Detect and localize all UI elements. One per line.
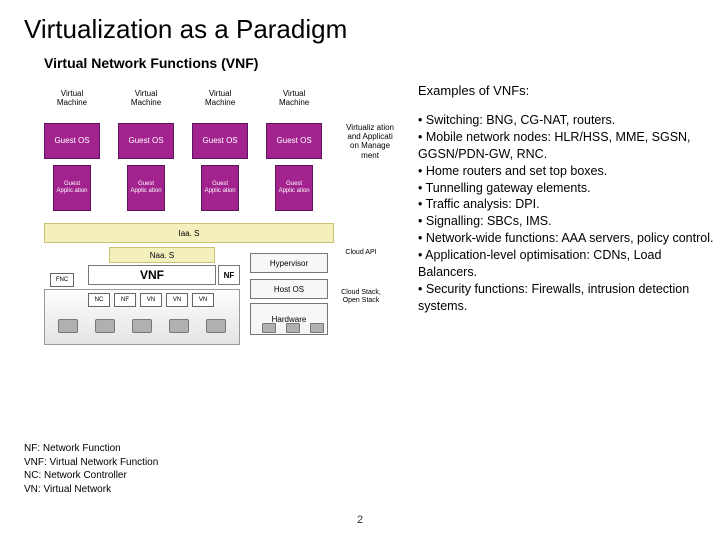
vm-col-3: Virtual Machine Guest OS Guest Applic at… <box>266 81 322 211</box>
list-item: Home routers and set top boxes. <box>418 163 720 180</box>
naas-bar: Naa. S <box>109 247 215 263</box>
vnf-box: VNF <box>88 265 216 285</box>
nf-box: NF <box>218 265 240 285</box>
list-item: Signalling: SBCs, IMS. <box>418 213 720 230</box>
list-item: Switching: BNG, CG-NAT, routers. <box>418 112 720 129</box>
bottom-cluster: Naa. S VNF NF FNC NC NF VN VN VN Hypervi… <box>44 247 410 359</box>
list-item: Application-level optimisation: CDNs, Lo… <box>418 247 720 281</box>
vm-label: Virtual Machine <box>192 81 248 117</box>
vm-label: Virtual Machine <box>44 81 100 117</box>
net-cell: NC <box>88 293 110 307</box>
hw-node-icon <box>206 319 226 333</box>
guest-app-box: Guest Applic ation <box>127 165 165 211</box>
section-subtitle: Virtual Network Functions (VNF) <box>0 49 720 77</box>
hw-mini-icon <box>262 323 276 333</box>
vm-col-2: Virtual Machine Guest OS Guest Applic at… <box>192 81 248 211</box>
list-item: Security functions: Firewalls, intrusion… <box>418 281 720 315</box>
vm-label: Virtual Machine <box>118 81 174 117</box>
legend-line: VN: Virtual Network <box>24 483 158 497</box>
guest-os-box: Guest OS <box>44 123 100 159</box>
guest-app-box: Guest Applic ation <box>201 165 239 211</box>
page-title: Virtualization as a Paradigm <box>0 0 720 49</box>
examples-header: Examples of VNFs: <box>418 83 720 98</box>
legend-line: NF: Network Function <box>24 442 158 456</box>
content-row: Virtual Machine Guest OS Guest Applic at… <box>0 77 720 359</box>
vnf-bullet-list: Switching: BNG, CG-NAT, routers. Mobile … <box>418 112 720 315</box>
list-item: Traffic analysis: DPI. <box>418 196 720 213</box>
legend-line: VNF: Virtual Network Function <box>24 456 158 470</box>
hw-icon-row <box>44 319 240 333</box>
list-item: Tunnelling gateway elements. <box>418 180 720 197</box>
net-cell: VN <box>166 293 188 307</box>
hw-mini-icon <box>310 323 324 333</box>
guest-app-box: Guest Applic ation <box>53 165 91 211</box>
hw-node-icon <box>58 319 78 333</box>
vm-label: Virtual Machine <box>266 81 322 117</box>
hw-node-icon <box>95 319 115 333</box>
guest-os-box: Guest OS <box>192 123 248 159</box>
net-cell: NF <box>114 293 136 307</box>
right-panel: Examples of VNFs: Switching: BNG, CG-NAT… <box>410 81 720 359</box>
list-item: Mobile network nodes: HLR/HSS, MME, SGSN… <box>418 129 720 163</box>
cloud-api-label: Cloud API <box>338 249 384 257</box>
hypervisor-box: Hypervisor <box>250 253 328 273</box>
hw-node-icon <box>132 319 152 333</box>
net-row: NC NF VN VN VN <box>88 293 214 307</box>
host-os-box: Host OS <box>250 279 328 299</box>
hw-mini-icons <box>262 323 324 333</box>
virt-mgmt-label: Virtualiz ation and Applicati on Manage … <box>345 81 395 160</box>
legend-line: NC: Network Controller <box>24 469 158 483</box>
legend: NF: Network Function VNF: Virtual Networ… <box>24 442 158 496</box>
iaas-bar: Iaa. S <box>44 223 334 243</box>
diagram-area: Virtual Machine Guest OS Guest Applic at… <box>44 81 410 359</box>
net-cell: VN <box>192 293 214 307</box>
virt-mgmt-col: Virtualiz ation and Applicati on Manage … <box>340 81 400 211</box>
page-number: 2 <box>357 514 363 526</box>
cloud-stack-label: Cloud Stack, Open Stack <box>338 289 384 304</box>
guest-app-box: Guest Applic ation <box>275 165 313 211</box>
vm-col-1: Virtual Machine Guest OS Guest Applic at… <box>118 81 174 211</box>
vm-col-0: Virtual Machine Guest OS Guest Applic at… <box>44 81 100 211</box>
net-cell: VN <box>140 293 162 307</box>
fnc-box: FNC <box>50 273 74 287</box>
vm-row: Virtual Machine Guest OS Guest Applic at… <box>44 81 410 211</box>
list-item: Network-wide functions: AAA servers, pol… <box>418 230 720 247</box>
guest-os-box: Guest OS <box>266 123 322 159</box>
hw-node-icon <box>169 319 189 333</box>
guest-os-box: Guest OS <box>118 123 174 159</box>
hw-mini-icon <box>286 323 300 333</box>
